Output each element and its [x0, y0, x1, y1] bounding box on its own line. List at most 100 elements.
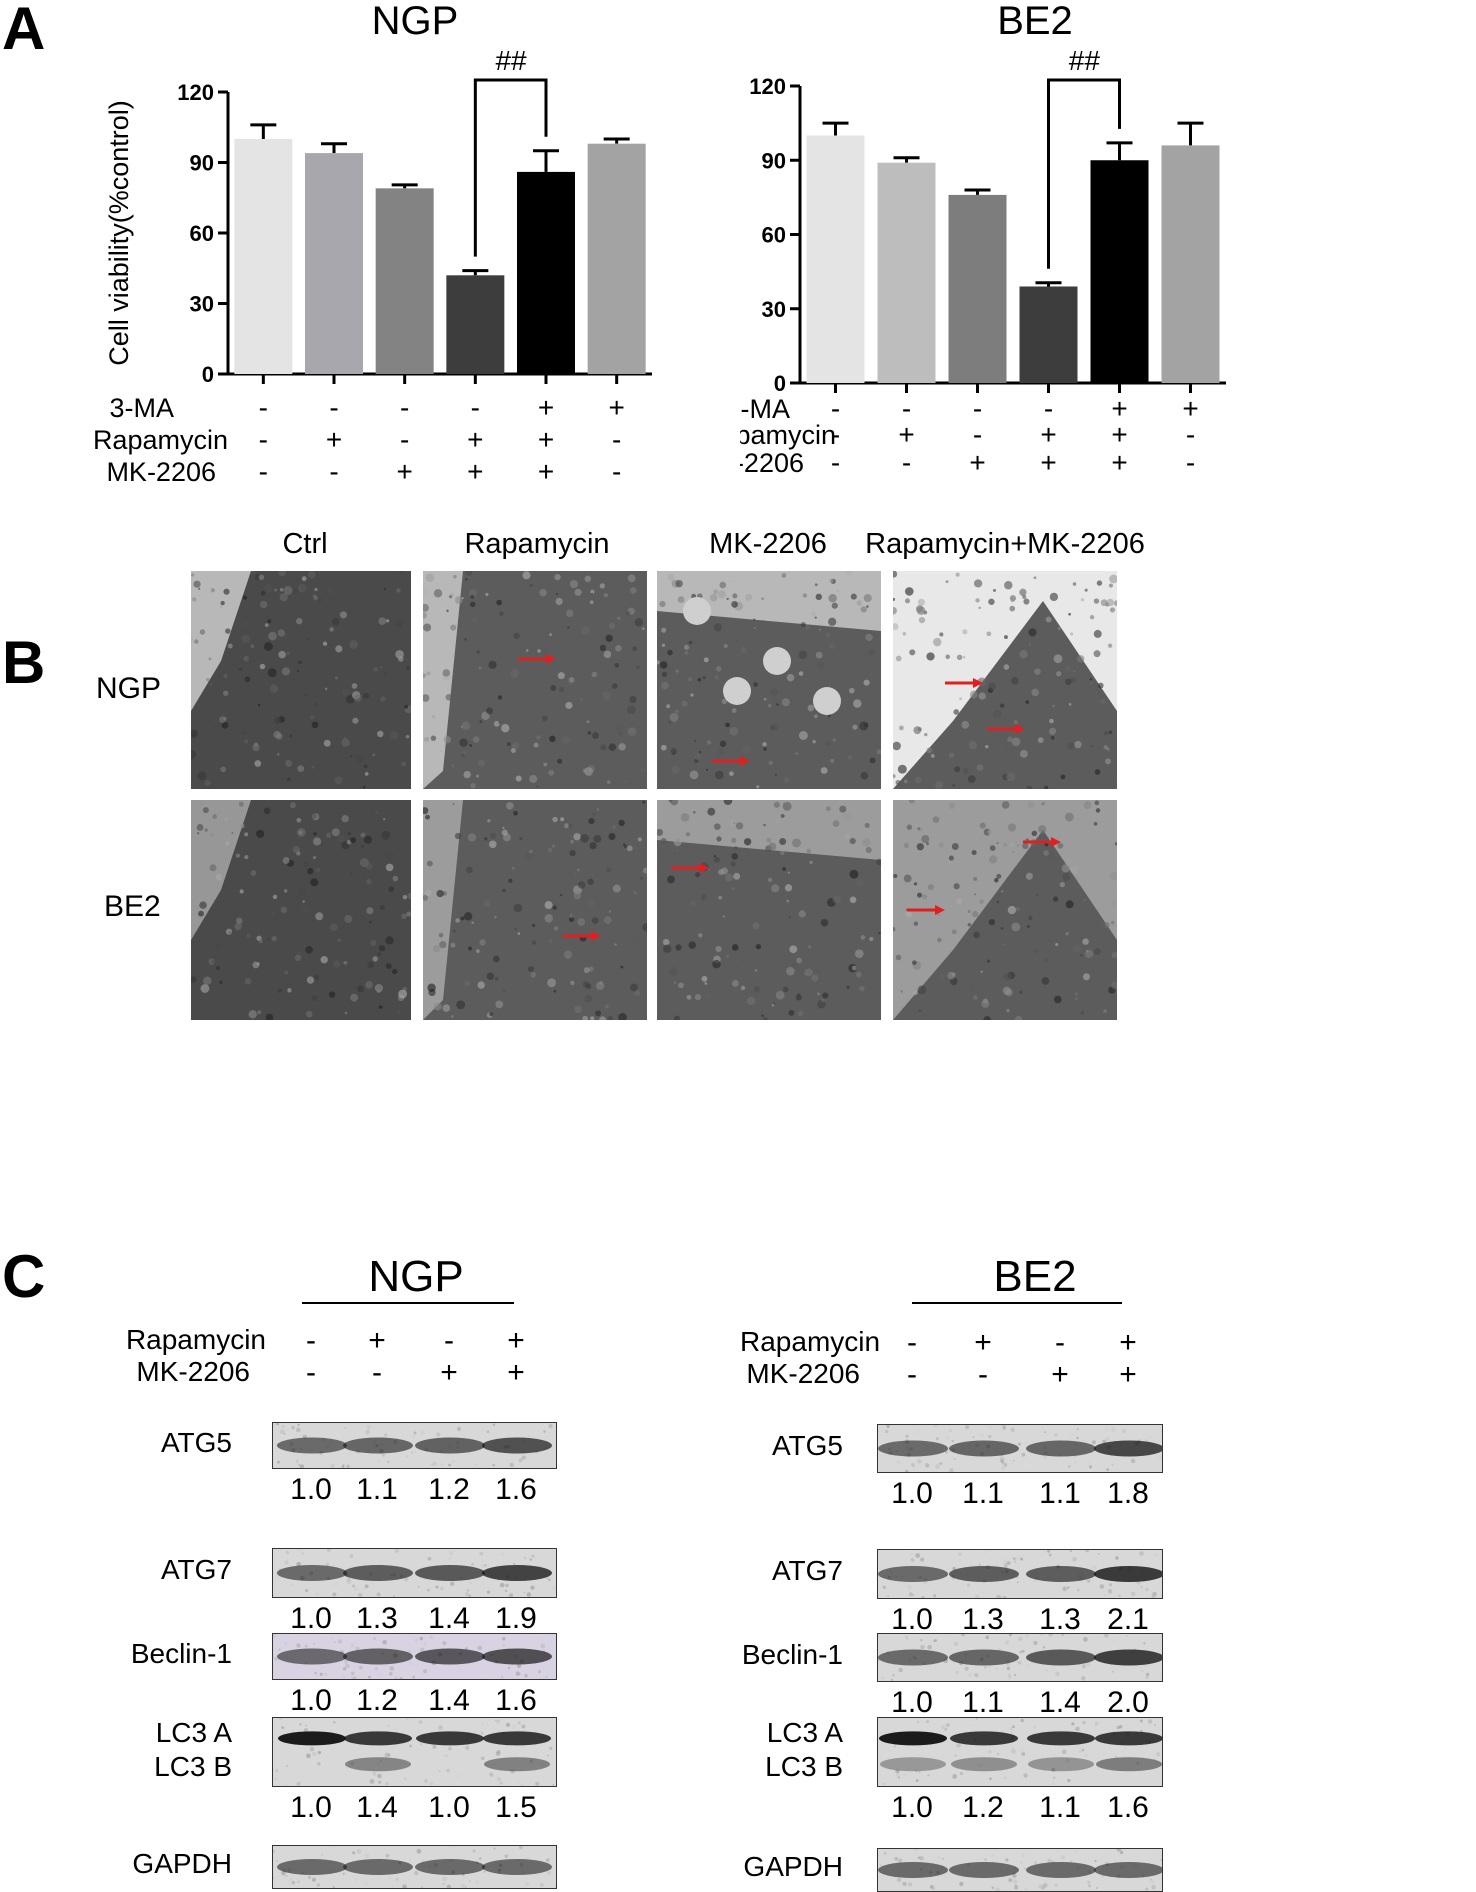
- treatment-label: Rapamycin: [740, 420, 836, 450]
- densitometry-value: 1.1: [1039, 1477, 1081, 1510]
- y-axis-label: Cell viability(%control): [104, 100, 134, 366]
- bar: [375, 188, 434, 374]
- y-tick-label: 0: [774, 371, 786, 396]
- densitometry-value: 1.3: [962, 1603, 1004, 1636]
- densitometry-value: 1.3: [356, 1602, 398, 1635]
- em-micrograph: [191, 800, 411, 1020]
- treatment-sign: -: [612, 456, 621, 487]
- panel-label-a: A: [2, 0, 46, 62]
- treatment-sign: +: [898, 419, 914, 450]
- y-tick-label: 120: [749, 74, 786, 99]
- significance-bracket: [1047, 78, 1121, 269]
- densitometry-value: 1.5: [495, 1791, 537, 1824]
- blot-title: BE2: [993, 1252, 1077, 1301]
- treatment-sign: +: [538, 424, 554, 455]
- treatment-label: 3-MA: [740, 394, 790, 424]
- panel-label-b: B: [2, 629, 46, 696]
- treatment-sign: -: [306, 1356, 316, 1389]
- blot-row-label: LC3 B: [765, 1751, 843, 1782]
- y-tick-label: 30: [190, 292, 214, 317]
- treatment-sign: -: [329, 456, 338, 487]
- blot-row-label: Beclin-1: [130, 1637, 232, 1669]
- blot-band-image: [877, 1424, 1163, 1473]
- densitometry-value: 2.0: [1107, 1686, 1149, 1719]
- treatment-sign: -: [973, 419, 982, 450]
- em-column-label: Ctrl: [282, 528, 328, 560]
- densitometry-value: 1.2: [962, 1791, 1004, 1824]
- blot-band-image: [272, 1633, 557, 1680]
- y-tick-label: 60: [190, 221, 214, 246]
- treatment-sign: -: [306, 1324, 316, 1357]
- treatment-sign: -: [259, 392, 268, 423]
- chart-title: NGP: [372, 0, 459, 43]
- em-micrograph: [657, 800, 881, 1020]
- em-micrograph: [423, 571, 647, 789]
- significance-marker: ##: [495, 45, 527, 76]
- blot-row-label: ATG5: [771, 1429, 843, 1461]
- significance-marker: ##: [1068, 45, 1100, 76]
- treatment-sign: -: [400, 392, 409, 423]
- densitometry-value: 1.6: [495, 1473, 537, 1506]
- treatment-label: Rapamycin: [125, 1324, 266, 1355]
- treatment-sign: -: [444, 1324, 454, 1357]
- treatment-sign: -: [902, 393, 911, 424]
- densitometry-value: 1.0: [891, 1686, 933, 1719]
- treatment-sign: +: [1182, 393, 1198, 424]
- em-column-label: Rapamycin+MK-2206: [865, 528, 1145, 560]
- treatment-sign: -: [612, 424, 621, 455]
- treatment-sign: -: [831, 393, 840, 424]
- western-blot-ngp: NGP Rapamycin - + - + MK-2206- - + + ATG5 1.0 1.1 1.2…: [0, 1252, 740, 1889]
- densitometry-value: 1.0: [891, 1603, 933, 1636]
- em-row-label: NGP: [96, 672, 162, 705]
- treatment-sign: +: [440, 1356, 458, 1389]
- em-micrograph: [657, 571, 881, 789]
- densitometry-value: 1.4: [1039, 1686, 1081, 1719]
- treatment-sign: +: [507, 1324, 525, 1357]
- treatment-sign: -: [259, 424, 268, 455]
- treatment-sign: +: [1119, 1326, 1137, 1359]
- significance-bracket: [473, 78, 548, 257]
- treatment-sign: +: [1040, 447, 1056, 478]
- treatment-sign: +: [1111, 447, 1127, 478]
- blot-band-image: [272, 1422, 557, 1469]
- y-tick-label: 0: [202, 362, 214, 387]
- treatment-label: MK-2206: [106, 457, 216, 487]
- treatment-sign: +: [467, 424, 483, 455]
- treatment-sign: -: [471, 392, 480, 423]
- y-tick-label: 60: [762, 223, 786, 248]
- treatment-sign: -: [259, 456, 268, 487]
- bar: [1090, 160, 1149, 383]
- blot-row-label: LC3 B: [154, 1751, 232, 1782]
- treatment-sign: +: [368, 1324, 386, 1357]
- bar-chart-be2: BE2Cell viability(%control)0306090120##3…: [740, 0, 1226, 478]
- bar: [517, 171, 575, 374]
- treatment-sign: +: [1051, 1358, 1069, 1391]
- densitometry-value: 1.6: [495, 1684, 537, 1717]
- treatment-sign: -: [973, 393, 982, 424]
- densitometry-value: 2.1: [1107, 1603, 1149, 1636]
- y-tick-label: 30: [762, 297, 786, 322]
- title-underline: [302, 1302, 514, 1304]
- densitometry-value: 1.9: [495, 1602, 537, 1635]
- bar: [234, 139, 293, 374]
- y-tick-label: 120: [177, 80, 214, 105]
- densitometry-value: 1.0: [290, 1791, 332, 1824]
- bar: [806, 135, 865, 383]
- bar: [446, 275, 505, 374]
- treatment-label: MK-2206: [746, 1358, 860, 1389]
- treatment-sign: +: [467, 456, 483, 487]
- treatment-sign: -: [831, 419, 840, 450]
- blot-band-image: [877, 1848, 1163, 1892]
- densitometry-value: 1.3: [1039, 1603, 1081, 1636]
- treatment-sign: -: [831, 447, 840, 478]
- y-tick-label: 90: [762, 148, 786, 173]
- treatment-sign: +: [1111, 393, 1127, 424]
- blot-band-image: [877, 1549, 1163, 1599]
- densitometry-value: 1.2: [428, 1473, 470, 1506]
- treatment-label: 3-MA: [109, 393, 174, 423]
- blot-band-image: [877, 1717, 1163, 1787]
- blot-row-label: LC3 A: [155, 1717, 232, 1748]
- title-underline: [912, 1302, 1122, 1304]
- treatment-sign: +: [326, 424, 342, 455]
- densitometry-value: 1.8: [1107, 1477, 1149, 1510]
